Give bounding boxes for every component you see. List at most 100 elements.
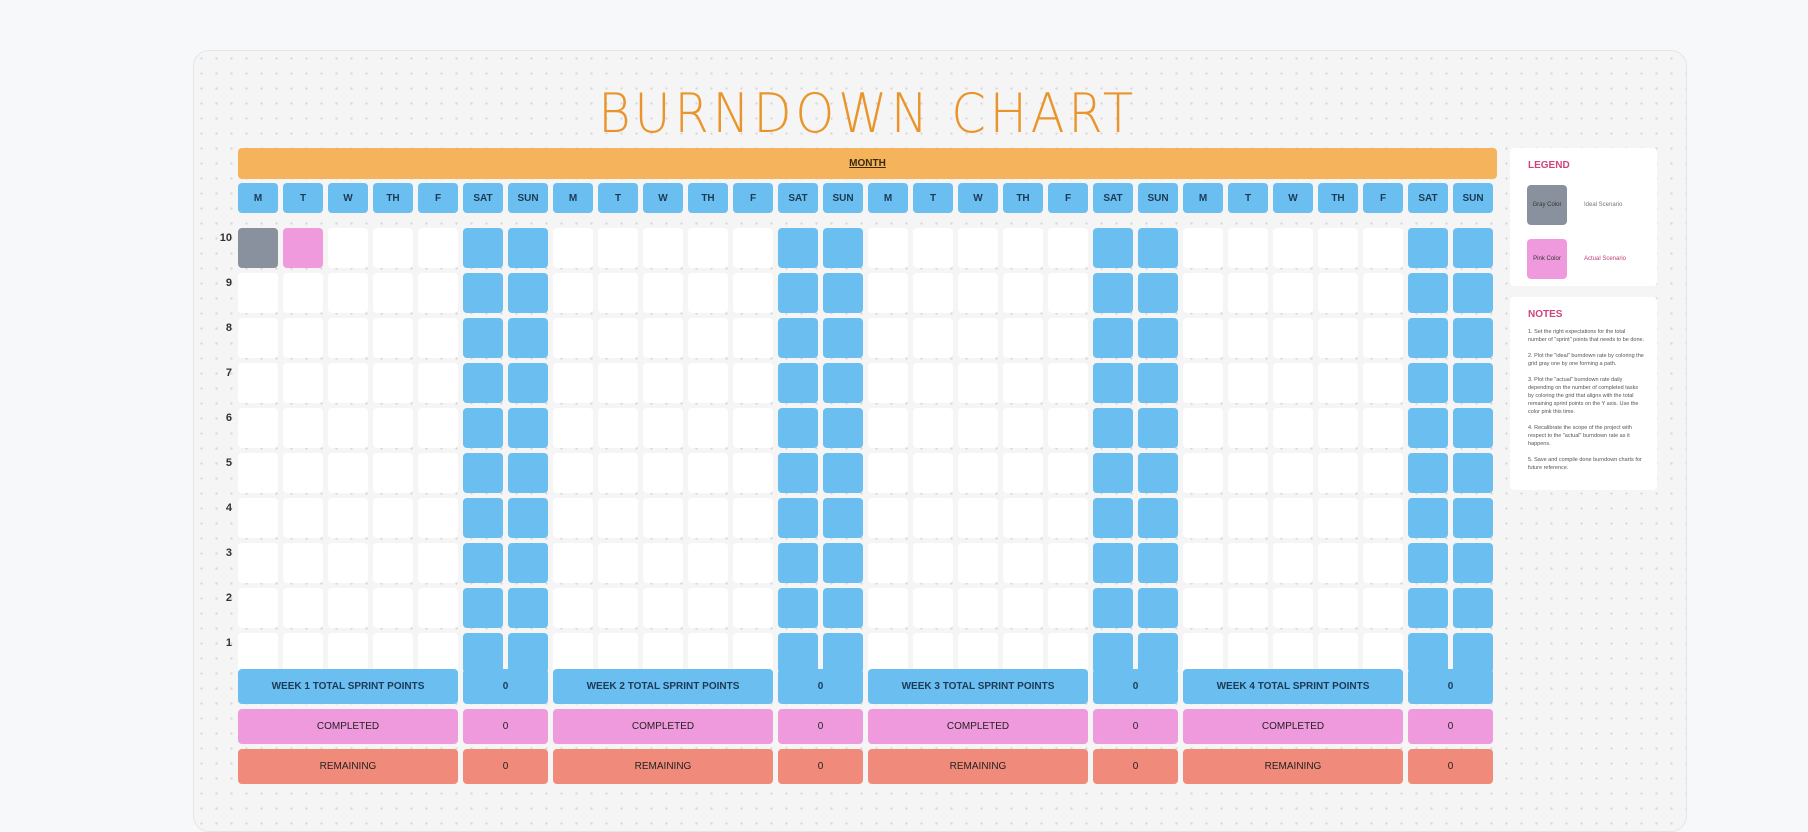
grid-cell[interactable] [1048, 318, 1088, 358]
weekend-cell[interactable] [1093, 363, 1133, 403]
grid-cell[interactable] [328, 408, 368, 448]
grid-cell[interactable] [373, 543, 413, 583]
weekend-cell[interactable] [463, 588, 503, 628]
grid-cell[interactable] [598, 498, 638, 538]
grid-cell[interactable] [1048, 453, 1088, 493]
grid-cell[interactable] [598, 228, 638, 268]
grid-cell[interactable] [1318, 543, 1358, 583]
grid-cell[interactable] [238, 498, 278, 538]
grid-cell[interactable] [913, 633, 953, 673]
grid-cell[interactable] [238, 543, 278, 583]
weekend-cell[interactable] [1408, 408, 1448, 448]
weekend-cell[interactable] [508, 633, 548, 673]
grid-cell[interactable] [1003, 498, 1043, 538]
grid-cell[interactable] [1048, 588, 1088, 628]
grid-cell[interactable] [1363, 273, 1403, 313]
grid-cell[interactable] [1363, 408, 1403, 448]
grid-cell[interactable] [373, 633, 413, 673]
grid-cell[interactable] [643, 273, 683, 313]
grid-cell[interactable] [328, 273, 368, 313]
grid-cell[interactable] [1228, 408, 1268, 448]
grid-cell[interactable] [1273, 453, 1313, 493]
grid-cell[interactable] [418, 318, 458, 358]
grid-cell[interactable] [1273, 588, 1313, 628]
grid-cell[interactable] [958, 498, 998, 538]
weekend-cell[interactable] [1138, 588, 1178, 628]
weekend-cell[interactable] [1408, 633, 1448, 673]
weekend-cell[interactable] [508, 453, 548, 493]
grid-cell[interactable] [373, 408, 413, 448]
weekend-cell[interactable] [463, 318, 503, 358]
grid-cell[interactable] [283, 408, 323, 448]
grid-cell[interactable] [1003, 363, 1043, 403]
weekend-cell[interactable] [1453, 543, 1493, 583]
weekend-cell[interactable] [1408, 453, 1448, 493]
grid-cell[interactable] [373, 498, 413, 538]
grid-cell[interactable] [643, 363, 683, 403]
grid-cell[interactable] [1318, 408, 1358, 448]
grid-cell[interactable] [418, 228, 458, 268]
grid-cell[interactable] [1318, 453, 1358, 493]
grid-cell[interactable] [373, 273, 413, 313]
grid-cell[interactable] [553, 408, 593, 448]
grid-cell[interactable] [1363, 633, 1403, 673]
grid-cell[interactable] [553, 498, 593, 538]
grid-cell[interactable] [328, 453, 368, 493]
grid-cell[interactable] [553, 363, 593, 403]
grid-cell[interactable] [643, 453, 683, 493]
grid-cell[interactable] [238, 273, 278, 313]
grid-cell[interactable] [913, 273, 953, 313]
grid-cell[interactable] [1273, 498, 1313, 538]
weekend-cell[interactable] [463, 228, 503, 268]
grid-cell[interactable] [733, 498, 773, 538]
grid-cell[interactable] [913, 228, 953, 268]
weekend-cell[interactable] [823, 588, 863, 628]
weekend-cell[interactable] [1138, 228, 1178, 268]
grid-cell[interactable] [733, 633, 773, 673]
grid-cell[interactable] [688, 453, 728, 493]
grid-cell[interactable] [1363, 588, 1403, 628]
grid-cell[interactable] [1183, 453, 1223, 493]
grid-cell[interactable] [1318, 363, 1358, 403]
grid-cell[interactable] [238, 363, 278, 403]
grid-cell[interactable] [1318, 318, 1358, 358]
grid-cell[interactable] [238, 318, 278, 358]
grid-cell[interactable] [868, 543, 908, 583]
weekend-cell[interactable] [1138, 273, 1178, 313]
grid-cell[interactable] [283, 588, 323, 628]
grid-cell[interactable] [958, 318, 998, 358]
weekend-cell[interactable] [1138, 363, 1178, 403]
grid-cell[interactable] [733, 588, 773, 628]
grid-cell[interactable] [283, 543, 323, 583]
grid-cell[interactable] [958, 228, 998, 268]
grid-cell[interactable] [1273, 633, 1313, 673]
grid-cell[interactable] [238, 588, 278, 628]
grid-cell[interactable] [373, 318, 413, 358]
weekend-cell[interactable] [1408, 543, 1448, 583]
grid-cell[interactable] [688, 588, 728, 628]
grid-cell[interactable] [418, 543, 458, 583]
weekend-cell[interactable] [1408, 588, 1448, 628]
remaining-value[interactable]: 0 [463, 749, 548, 784]
grid-cell[interactable] [1318, 498, 1358, 538]
grid-cell[interactable] [1273, 273, 1313, 313]
weekend-cell[interactable] [1093, 318, 1133, 358]
weekend-cell[interactable] [508, 318, 548, 358]
grid-cell[interactable] [373, 588, 413, 628]
weekend-cell[interactable] [463, 408, 503, 448]
grid-cell[interactable] [688, 273, 728, 313]
grid-cell[interactable] [1228, 588, 1268, 628]
grid-cell[interactable] [553, 228, 593, 268]
weekend-cell[interactable] [463, 498, 503, 538]
grid-cell[interactable] [868, 273, 908, 313]
grid-cell[interactable] [1183, 543, 1223, 583]
grid-cell[interactable] [418, 453, 458, 493]
weekend-cell[interactable] [1453, 498, 1493, 538]
grid-cell[interactable] [1183, 363, 1223, 403]
weekend-cell[interactable] [1453, 408, 1493, 448]
weekend-cell[interactable] [778, 588, 818, 628]
grid-cell[interactable] [913, 453, 953, 493]
grid-cell[interactable] [238, 408, 278, 448]
grid-cell[interactable] [238, 453, 278, 493]
weekend-cell[interactable] [1408, 273, 1448, 313]
